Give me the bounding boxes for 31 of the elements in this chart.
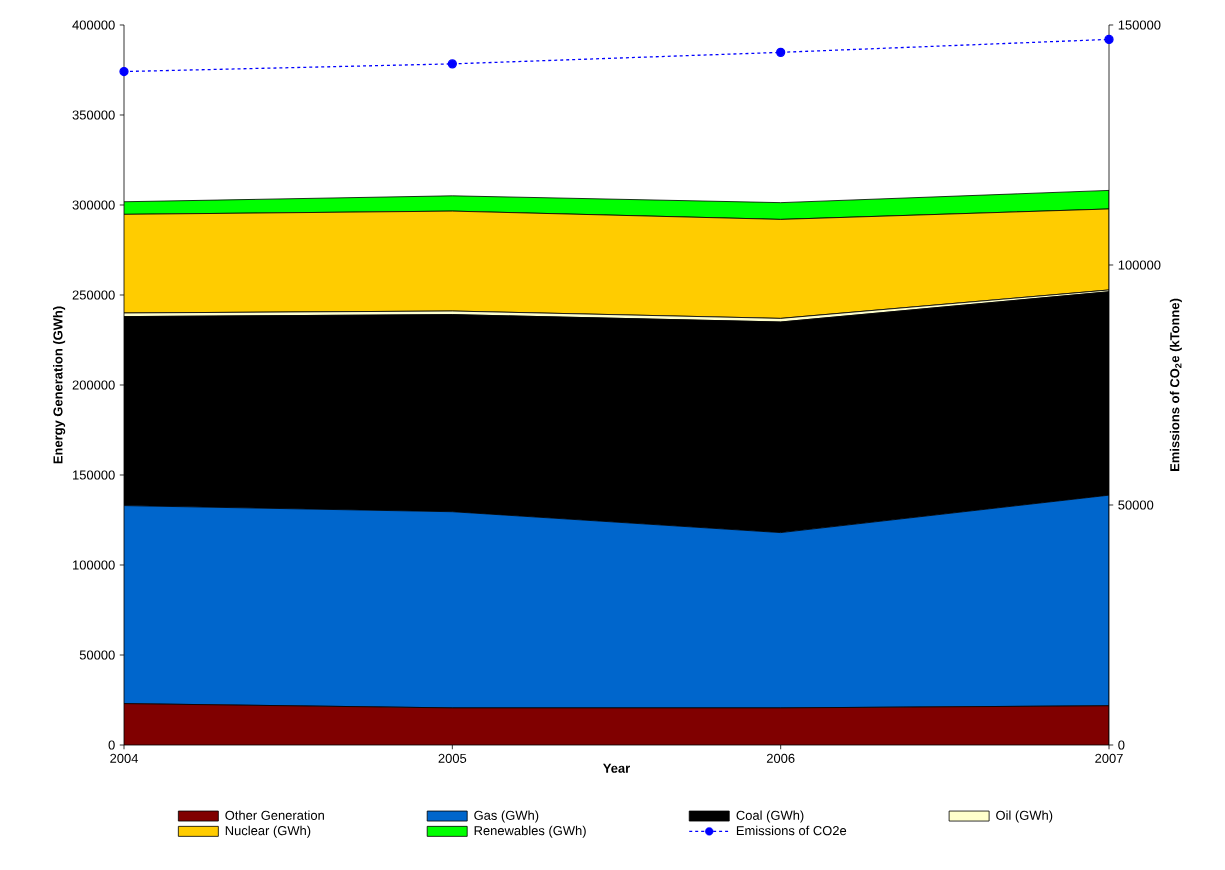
- y-tick-label: 50000: [79, 650, 115, 660]
- legend-label: Gas (GWh): [474, 810, 539, 823]
- y2-axis-title: Emissions of CO$_{2}$e (kTonne): [1169, 298, 1182, 471]
- y-tick-label: 350000: [72, 110, 115, 120]
- point: [119, 66, 129, 77]
- y-tick-label: 250000: [72, 290, 115, 300]
- y-axis-title: Energy Generation (GWh): [53, 306, 66, 464]
- legend-label: Oil (GWh): [996, 810, 1053, 823]
- legend-label: Renewables (GWh): [474, 825, 586, 838]
- point: [1104, 34, 1114, 45]
- y2-tick-label: 50000: [1118, 500, 1154, 510]
- point: [776, 47, 786, 57]
- y2-tick-label: 0: [1118, 740, 1125, 750]
- y-tick-label: 300000: [72, 200, 115, 210]
- x-tick-label: 2006: [766, 753, 795, 763]
- x-tick-label: 2004: [110, 753, 139, 763]
- x-tick-label: 2007: [1095, 753, 1123, 763]
- legend-label: Other Generation: [225, 810, 324, 820]
- x-tick-label: 2005: [438, 753, 467, 763]
- y-tick-label: 150000: [73, 470, 115, 480]
- y-tick-label: 100000: [73, 560, 115, 570]
- y-tick-label: 200000: [72, 380, 115, 390]
- y-tick-label: 0: [108, 740, 115, 750]
- point: [447, 59, 457, 69]
- x-axis-title: Year: [603, 763, 630, 773]
- legend-label: Coal (GWh): [736, 810, 804, 823]
- legend-label: Nuclear (GWh): [225, 825, 311, 838]
- y2-tick-label: 100000: [1118, 260, 1161, 270]
- legend-label: Emissions of CO2e: [736, 825, 847, 836]
- y-tick-label: 400000: [72, 20, 115, 30]
- y2-tick-label: 150000: [1118, 20, 1161, 30]
